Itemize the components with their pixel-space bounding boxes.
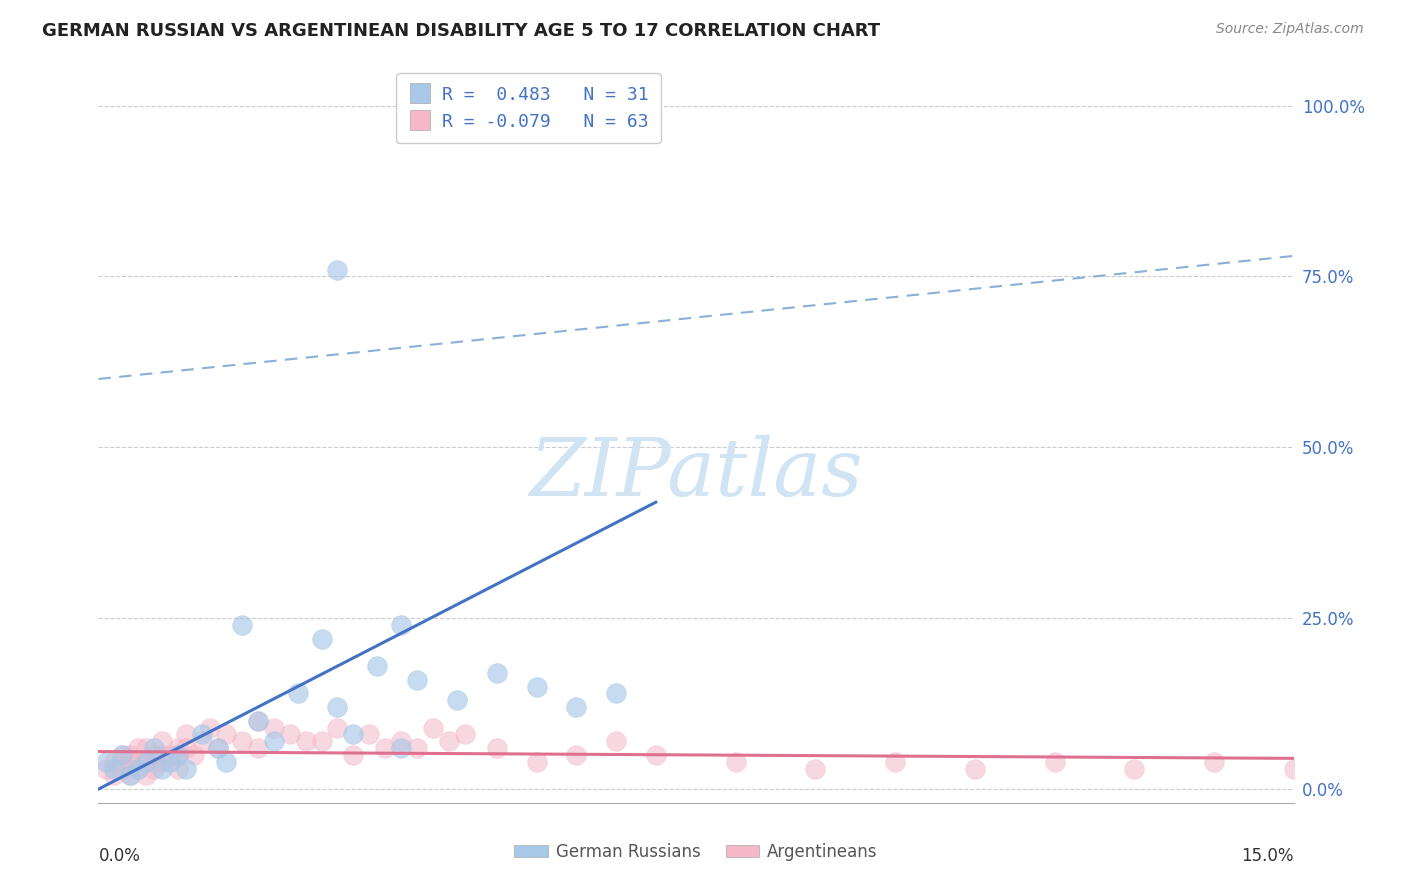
Point	[311, 632, 333, 646]
Point	[111, 747, 134, 762]
Point	[120, 768, 142, 782]
Point	[111, 747, 134, 762]
Point	[143, 755, 166, 769]
Point	[231, 734, 253, 748]
Point	[389, 618, 412, 632]
Point	[174, 741, 197, 756]
Text: GERMAN RUSSIAN VS ARGENTINEAN DISABILITY AGE 5 TO 17 CORRELATION CHART: GERMAN RUSSIAN VS ARGENTINEAN DISABILITY…	[42, 22, 880, 40]
Point	[135, 768, 157, 782]
Point	[159, 755, 181, 769]
Point	[326, 700, 349, 714]
Point	[96, 762, 118, 776]
Point	[884, 755, 907, 769]
Point	[135, 755, 157, 769]
Point	[485, 665, 508, 680]
Point	[366, 659, 388, 673]
Text: 15.0%: 15.0%	[1241, 847, 1294, 864]
Point	[263, 734, 285, 748]
Point	[1043, 755, 1066, 769]
Point	[645, 747, 668, 762]
Point	[374, 741, 396, 756]
Point	[159, 747, 181, 762]
Point	[150, 762, 173, 776]
Point	[526, 755, 548, 769]
Point	[174, 762, 197, 776]
Point	[111, 755, 134, 769]
Point	[135, 741, 157, 756]
Point	[120, 755, 142, 769]
Point	[191, 734, 214, 748]
Point	[120, 768, 142, 782]
Point	[167, 747, 190, 762]
Point	[326, 721, 349, 735]
Point	[215, 727, 238, 741]
Point	[111, 762, 134, 776]
Point	[1123, 762, 1146, 776]
Point	[127, 762, 149, 776]
Point	[159, 755, 181, 769]
Point	[207, 741, 229, 756]
Point	[231, 618, 253, 632]
Point	[191, 727, 214, 741]
Point	[183, 747, 205, 762]
Point	[246, 714, 269, 728]
Point	[605, 734, 627, 748]
Point	[103, 762, 125, 776]
Point	[485, 741, 508, 756]
Point	[526, 680, 548, 694]
Point	[389, 734, 412, 748]
Point	[422, 721, 444, 735]
Point	[1282, 762, 1305, 776]
Point	[127, 741, 149, 756]
Point	[215, 755, 238, 769]
Point	[150, 734, 173, 748]
Point	[804, 762, 827, 776]
Point	[263, 721, 285, 735]
Point	[437, 734, 460, 748]
Point	[150, 755, 173, 769]
Point	[287, 686, 309, 700]
Point	[605, 686, 627, 700]
Point	[311, 734, 333, 748]
Point	[406, 741, 429, 756]
Point	[342, 727, 364, 741]
Point	[167, 741, 190, 756]
Point	[246, 714, 269, 728]
Point	[246, 741, 269, 756]
Point	[127, 755, 149, 769]
Point	[326, 262, 349, 277]
Point	[167, 747, 190, 762]
Point	[103, 768, 125, 782]
Text: 0.0%: 0.0%	[98, 847, 141, 864]
Point	[174, 727, 197, 741]
Point	[724, 755, 747, 769]
Point	[167, 762, 190, 776]
Text: ZIPatlas: ZIPatlas	[529, 435, 863, 512]
Point	[1202, 755, 1225, 769]
Point	[143, 741, 166, 756]
Point	[389, 741, 412, 756]
Point	[565, 700, 588, 714]
Point	[135, 755, 157, 769]
Point	[150, 747, 173, 762]
Text: Source: ZipAtlas.com: Source: ZipAtlas.com	[1216, 22, 1364, 37]
Point	[454, 727, 477, 741]
Point	[294, 734, 316, 748]
Point	[207, 741, 229, 756]
Point	[127, 762, 149, 776]
Point	[103, 755, 125, 769]
Point	[278, 727, 301, 741]
Point	[565, 747, 588, 762]
Point	[143, 747, 166, 762]
Point	[446, 693, 468, 707]
Point	[963, 762, 986, 776]
Point	[143, 762, 166, 776]
Legend: German Russians, Argentineans: German Russians, Argentineans	[508, 837, 884, 868]
Point	[198, 721, 221, 735]
Point	[359, 727, 381, 741]
Point	[406, 673, 429, 687]
Point	[120, 747, 142, 762]
Point	[342, 747, 364, 762]
Point	[96, 755, 118, 769]
